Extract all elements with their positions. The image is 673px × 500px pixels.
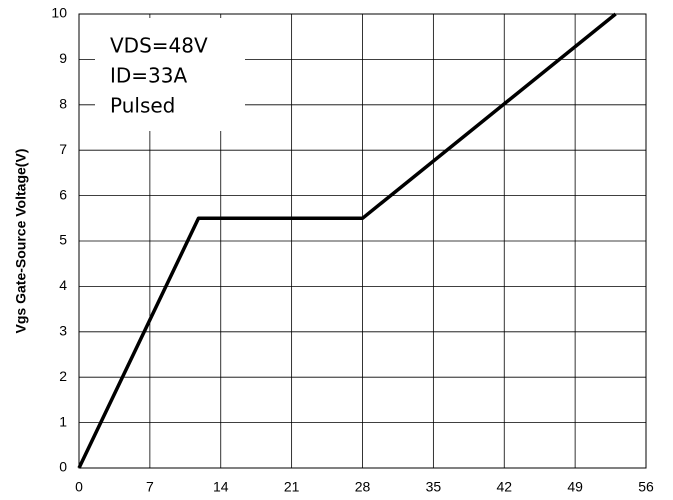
y-tick-label: 5 [59, 232, 67, 248]
y-tick-label: 10 [51, 5, 67, 21]
x-tick-label: 28 [355, 479, 371, 495]
y-tick-label: 1 [59, 413, 67, 429]
plot-frame [78, 13, 647, 469]
x-tick-label: 21 [284, 479, 300, 495]
annotation: VDS=48V [110, 34, 208, 58]
y-tick-label: 0 [59, 459, 67, 475]
x-tick-label: 0 [75, 479, 83, 495]
x-tick-label: 49 [567, 479, 583, 495]
y-tick-label: 8 [59, 96, 67, 112]
x-tick-label: 7 [146, 479, 154, 495]
annotation: Pulsed [110, 94, 175, 118]
y-tick-label: 7 [59, 141, 67, 157]
annotation-box [95, 18, 245, 131]
x-tick-label: 56 [638, 479, 654, 495]
y-tick-label: 4 [59, 277, 67, 293]
x-tick-label: 42 [496, 479, 512, 495]
y-tick-label: 6 [59, 186, 67, 202]
annotation: ID=33A [110, 64, 188, 88]
y-tick-label: 9 [59, 50, 67, 66]
y-tick-label: 3 [59, 323, 67, 339]
data-line [77, 12, 617, 469]
x-tick-label: 14 [213, 479, 229, 495]
y-axis-label: Vgs Gate-Source Voltage(V) [13, 149, 29, 334]
x-tick-label: 35 [426, 479, 442, 495]
y-tick-label: 2 [59, 368, 67, 384]
